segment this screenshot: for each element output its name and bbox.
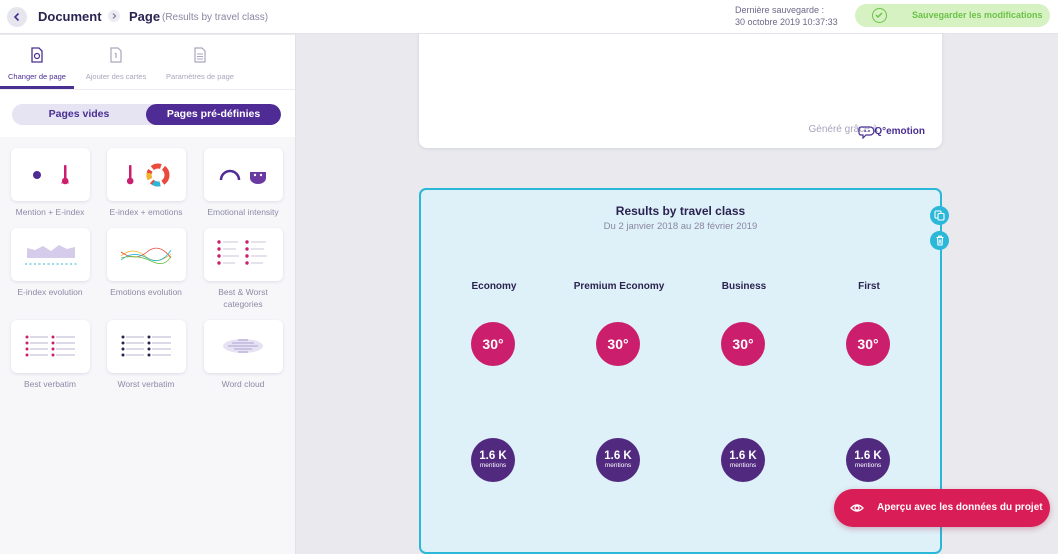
preview-with-project-data-button[interactable]: Aperçu avec les données du projet	[834, 489, 1050, 527]
sidebar-tabs: Changer de page Ajouter des cartes Param…	[0, 35, 295, 89]
best-worst-categories-preview-icon	[216, 240, 267, 265]
tab-label: Changer de page	[8, 72, 66, 81]
template-word-cloud[interactable]: Word cloud	[203, 320, 283, 390]
save-changes-button[interactable]: Sauvegarder les modifications	[855, 4, 1050, 27]
top-header: Document Page (Results by travel class) …	[0, 0, 1058, 34]
results-by-travel-class-card[interactable]: Results by travel class Du 2 janvier 201…	[419, 188, 942, 554]
column-premium-economy-title: Premium Economy	[573, 281, 665, 292]
template-emotional-intensity[interactable]: Emotional intensity	[203, 148, 283, 218]
template-name: Word cloud	[221, 379, 265, 389]
check-circle-icon	[872, 8, 887, 23]
template-name: Best & Worst categories	[218, 287, 268, 309]
page-subtitle: (Results by travel class)	[162, 12, 269, 23]
segment-empty-pages[interactable]: Pages vides	[48, 108, 110, 120]
template-thumbnail	[10, 148, 90, 201]
page-change-icon	[31, 47, 43, 63]
card-date-range: Du 2 janvier 2018 au 28 février 2019	[603, 221, 758, 232]
sidebar: Changer de page Ajouter des cartes Param…	[0, 35, 296, 554]
page-type-switch: Pages vides Pages pré-définies	[0, 89, 295, 137]
generated-with-label: Généré grâce à	[808, 124, 879, 135]
template-name: Worst verbatim	[117, 379, 175, 389]
tab-change-page[interactable]: Changer de page	[0, 35, 74, 89]
qemotion-brand: Q°emotion	[874, 126, 925, 137]
template-worst-verbatim[interactable]: Worst verbatim	[106, 320, 186, 390]
template-name: Emotions evolution	[110, 287, 182, 297]
tab-label: Paramètres de page	[166, 72, 234, 81]
worst-verbatim-preview-icon	[121, 335, 171, 357]
template-name: Emotional intensity	[207, 207, 279, 217]
back-button[interactable]	[7, 7, 27, 27]
template-mention-eindex[interactable]: Mention + E-index	[10, 148, 90, 218]
eye-icon	[850, 504, 864, 512]
template-thumbnail	[10, 228, 90, 281]
template-best-verbatim[interactable]: Best verbatim	[10, 320, 90, 390]
template-thumbnail	[203, 148, 283, 201]
mentions-value: 1.6 K	[854, 450, 882, 462]
template-name: Best verbatim	[24, 379, 76, 389]
chevron-left-icon	[13, 12, 20, 22]
delete-card-button[interactable]	[930, 231, 949, 250]
chevron-right-icon	[108, 10, 120, 22]
duplicate-icon	[934, 210, 945, 221]
breadcrumb-page: Page	[129, 9, 161, 24]
template-best-worst-categories[interactable]: Best & Worst categories	[203, 228, 283, 310]
column-first-title: First	[858, 281, 880, 292]
previous-page-card: Généré grâce à Q°emotion	[419, 30, 942, 148]
eindex-circle-premium-economy: 30°	[596, 322, 640, 366]
mentions-unit: mentions	[729, 462, 757, 469]
segmented-control: Pages vides Pages pré-définies	[12, 104, 281, 125]
emotions-evolution-preview-icon	[120, 247, 171, 264]
tab-page-settings[interactable]: Paramètres de page	[160, 35, 240, 89]
eindex-circle-first: 30°	[846, 322, 890, 366]
mentions-value: 1.6 K	[479, 450, 507, 462]
template-thumbnail	[106, 148, 186, 201]
mentions-circle-premium-economy: 1.6 K mentions	[596, 438, 640, 482]
mentions-value: 1.6 K	[604, 450, 632, 462]
template-thumbnail	[203, 320, 283, 373]
template-thumbnail	[106, 320, 186, 373]
tab-add-cards[interactable]: Ajouter des cartes	[77, 35, 155, 89]
mentions-unit: mentions	[854, 462, 882, 469]
eindex-circle-economy: 30°	[471, 322, 515, 366]
mentions-circle-first: 1.6 K mentions	[846, 438, 890, 482]
mentions-unit: mentions	[479, 462, 507, 469]
template-eindex-emotions[interactable]: E-index + emotions	[106, 148, 186, 218]
eindex-emotions-preview-icon	[126, 163, 169, 187]
breadcrumb-document[interactable]: Document	[38, 9, 102, 24]
mentions-value: 1.6 K	[729, 450, 757, 462]
qemotion-logo-icon	[858, 126, 875, 139]
mentions-unit: mentions	[604, 462, 632, 469]
word-cloud-preview-icon	[222, 339, 263, 353]
eindex-circle-business: 30°	[721, 322, 765, 366]
template-name: Mention + E-index	[15, 207, 85, 217]
template-thumbnail	[10, 320, 90, 373]
template-thumbnail	[106, 228, 186, 281]
trash-icon	[936, 235, 943, 246]
last-saved-value: 30 octobre 2019 10:37:33	[735, 17, 838, 27]
page-settings-icon	[194, 47, 206, 63]
mention-eindex-preview-icon	[32, 165, 69, 185]
template-name: E-index + emotions	[109, 207, 183, 217]
card-title: Results by travel class	[615, 204, 746, 218]
last-saved-info: Dernière sauvegarde : 30 octobre 2019 10…	[735, 4, 838, 28]
best-verbatim-preview-icon	[25, 335, 75, 357]
emotional-intensity-preview-icon	[219, 169, 266, 184]
template-thumbnail	[203, 228, 283, 281]
template-eindex-evolution[interactable]: E-index evolution	[10, 228, 90, 298]
template-name: E-index evolution	[17, 287, 83, 297]
duplicate-card-button[interactable]	[930, 206, 949, 225]
save-changes-label: Sauvegarder les modifications	[912, 10, 1043, 20]
template-emotions-evolution[interactable]: Emotions evolution	[106, 228, 186, 298]
tab-label: Ajouter des cartes	[85, 72, 147, 81]
mentions-circle-business: 1.6 K mentions	[721, 438, 765, 482]
preview-button-label: Aperçu avec les données du projet	[877, 502, 1043, 513]
add-card-icon	[110, 47, 122, 63]
column-business-title: Business	[721, 281, 767, 292]
column-economy-title: Economy	[471, 281, 517, 292]
mentions-circle-economy: 1.6 K mentions	[471, 438, 515, 482]
segment-predefined-pages[interactable]: Pages pré-définies	[146, 104, 281, 125]
last-saved-label: Dernière sauvegarde :	[735, 5, 825, 15]
eindex-evolution-preview-icon	[24, 245, 77, 265]
